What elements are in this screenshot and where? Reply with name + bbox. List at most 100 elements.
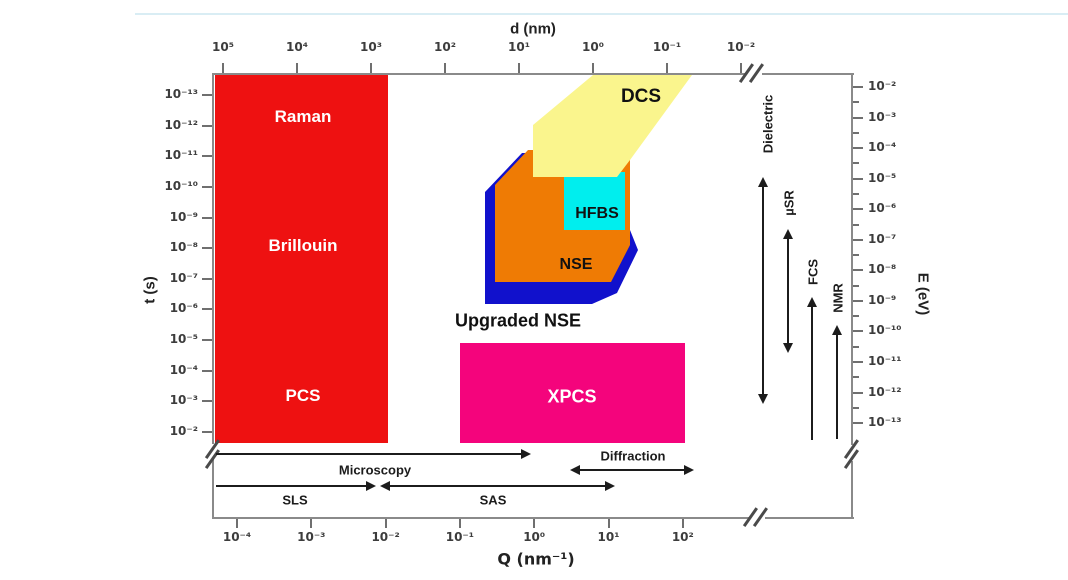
bottom-tick bbox=[533, 519, 536, 528]
top-tick bbox=[592, 63, 594, 73]
left-tick-label: 10⁻⁹ bbox=[169, 209, 198, 224]
label-brillouin: Brillouin bbox=[268, 236, 338, 255]
right-tick-label: 10⁻⁵ bbox=[868, 170, 897, 185]
left-tick bbox=[202, 247, 212, 250]
right-tick bbox=[853, 330, 863, 333]
top-axis-title: d (nm) bbox=[510, 20, 556, 38]
arrow-Microscopy-head-right bbox=[521, 449, 531, 459]
left-tick bbox=[202, 185, 212, 188]
top-tick-label: 10⁰ bbox=[582, 40, 604, 54]
left-tick-label: 10⁻⁸ bbox=[169, 240, 198, 255]
right-tick bbox=[853, 147, 863, 150]
right-minor-tick bbox=[853, 315, 859, 318]
left-tick-label: 10⁻⁷ bbox=[169, 270, 198, 285]
right-tick bbox=[853, 208, 863, 211]
arrow-Dielectric-head-up bbox=[758, 177, 768, 187]
top-tick-label: 10¹ bbox=[508, 40, 530, 54]
right-minor-tick bbox=[853, 131, 859, 134]
arrow-SLS-line bbox=[216, 485, 374, 487]
arrow-Diffraction-head-left bbox=[570, 465, 580, 475]
bottom-tick bbox=[310, 519, 313, 528]
right-minor-tick bbox=[853, 376, 859, 379]
right-tick bbox=[853, 299, 863, 302]
right-tick-label: 10⁻¹² bbox=[868, 384, 902, 399]
axis-line-1 bbox=[762, 73, 854, 75]
left-tick-label: 10⁻¹² bbox=[164, 117, 198, 132]
top-tick-label: 10⁻¹ bbox=[652, 40, 682, 54]
arrow-label-Dielectric: Dielectric bbox=[760, 94, 776, 154]
bottom-axis-title: Q (nm⁻¹) bbox=[497, 549, 575, 569]
left-tick bbox=[202, 277, 212, 280]
bottom-tick-label: 10⁻³ bbox=[297, 530, 326, 544]
right-tick bbox=[853, 360, 863, 363]
label-nse: NSE bbox=[559, 256, 593, 273]
left-tick bbox=[202, 369, 212, 372]
left-tick bbox=[202, 94, 212, 96]
label-pcs: PCS bbox=[285, 386, 321, 405]
right-tick bbox=[853, 422, 863, 425]
arrow-Diffraction-head-right bbox=[684, 465, 694, 475]
arrow-label-NMR: NMR bbox=[830, 283, 846, 313]
axis-line-5 bbox=[851, 461, 853, 519]
arrow-label-SLS: SLS bbox=[282, 492, 308, 508]
right-tick-label: 10⁻⁷ bbox=[868, 231, 897, 246]
bottom-tick bbox=[607, 519, 610, 528]
left-tick-label: 10⁻⁴ bbox=[169, 362, 198, 377]
bottom-tick bbox=[458, 519, 461, 528]
window-edge-line bbox=[135, 13, 1068, 15]
axis-line-0 bbox=[212, 73, 745, 75]
right-tick bbox=[853, 177, 863, 180]
top-tick bbox=[370, 63, 372, 73]
left-tick-label: 10⁻² bbox=[169, 424, 198, 439]
label-hfbs: HFBS bbox=[575, 205, 619, 222]
arrow-Dielectric-head-down bbox=[758, 394, 768, 404]
left-tick-label: 10⁻⁶ bbox=[169, 301, 198, 316]
left-tick-label: 10⁻¹⁰ bbox=[164, 178, 198, 193]
axis-line-6 bbox=[212, 517, 750, 519]
bottom-tick bbox=[236, 519, 238, 528]
arrow-SAS-line bbox=[382, 485, 613, 487]
top-tick-label: 10⁴ bbox=[286, 40, 308, 54]
left-tick bbox=[202, 308, 212, 311]
arrow-FCS-line bbox=[811, 299, 813, 440]
arrow-SLS-head-right bbox=[366, 481, 376, 491]
top-tick bbox=[666, 63, 668, 73]
arrow-SAS-head-left bbox=[380, 481, 390, 491]
top-tick bbox=[518, 63, 520, 73]
left-tick bbox=[202, 339, 212, 342]
left-tick bbox=[202, 155, 212, 158]
right-minor-tick bbox=[853, 284, 859, 287]
right-tick-label: 10⁻¹¹ bbox=[868, 353, 902, 368]
left-tick bbox=[202, 400, 212, 403]
top-tick bbox=[296, 63, 298, 73]
arrow-label-µSR: µSR bbox=[781, 190, 797, 216]
bottom-tick-label: 10⁻² bbox=[371, 530, 400, 544]
right-tick bbox=[853, 116, 863, 119]
arrow-µSR-head-up bbox=[783, 229, 793, 239]
arrow-µSR-line bbox=[787, 231, 789, 351]
right-minor-tick bbox=[853, 345, 859, 348]
left-tick bbox=[202, 124, 212, 127]
top-tick bbox=[222, 63, 224, 73]
right-tick-label: 10⁻¹³ bbox=[868, 415, 902, 430]
right-tick bbox=[853, 269, 863, 272]
top-tick-label: 10³ bbox=[360, 40, 382, 54]
arrow-label-Microscopy: Microscopy bbox=[338, 462, 412, 478]
right-minor-tick bbox=[853, 192, 859, 195]
axis-line-4 bbox=[851, 73, 853, 445]
arrow-NMR-head-up bbox=[832, 325, 842, 335]
top-tick bbox=[740, 63, 742, 73]
right-tick-label: 10⁻² bbox=[868, 79, 897, 93]
arrow-label-Diffraction: Diffraction bbox=[600, 448, 666, 464]
right-tick bbox=[853, 238, 863, 241]
top-tick-label: 10⁵ bbox=[212, 40, 234, 54]
right-minor-tick bbox=[853, 223, 859, 226]
right-axis-title: E (eV) bbox=[914, 272, 932, 316]
arrow-Diffraction-line bbox=[572, 469, 692, 471]
bottom-tick bbox=[681, 519, 684, 528]
left-tick-label: 10⁻³ bbox=[169, 393, 198, 408]
right-tick-label: 10⁻³ bbox=[868, 109, 897, 124]
